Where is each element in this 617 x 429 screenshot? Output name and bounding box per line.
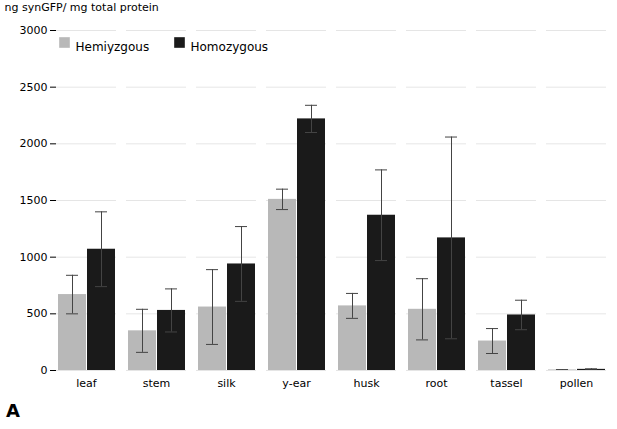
svg-text:2000: 2000 <box>20 137 48 150</box>
svg-text:husk: husk <box>353 377 380 390</box>
svg-text:root: root <box>425 377 448 390</box>
svg-text:stem: stem <box>143 377 171 390</box>
svg-text:pollen: pollen <box>560 377 594 390</box>
svg-text:ng synGFP/ mg total protein: ng synGFP/ mg total protein <box>5 1 159 14</box>
svg-text:0: 0 <box>41 364 48 377</box>
svg-text:tassel: tassel <box>490 377 522 390</box>
svg-text:silk: silk <box>217 377 236 390</box>
svg-text:1500: 1500 <box>20 194 48 207</box>
svg-text:leaf: leaf <box>76 377 98 390</box>
svg-text:500: 500 <box>27 307 48 320</box>
svg-text:y-ear: y-ear <box>282 377 311 390</box>
svg-text:2500: 2500 <box>20 81 48 94</box>
svg-text:Hemiyzgous: Hemiyzgous <box>76 40 150 54</box>
svg-text:3000: 3000 <box>20 24 48 37</box>
html-text:A: A <box>6 400 20 421</box>
svg-text:1000: 1000 <box>20 251 48 264</box>
svg-text:Homozygous: Homozygous <box>191 40 269 54</box>
